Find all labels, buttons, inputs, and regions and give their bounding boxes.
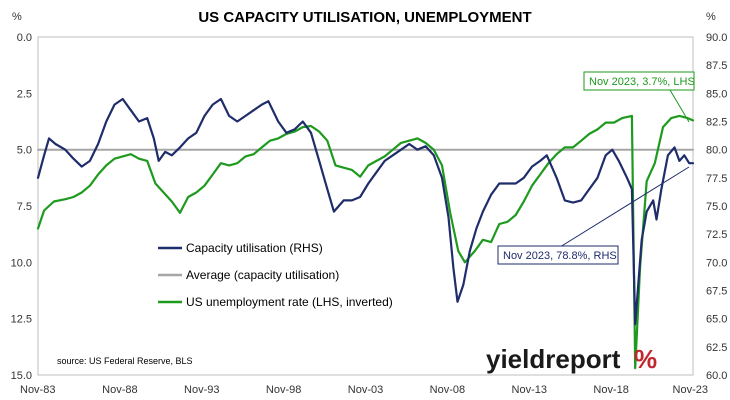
- right-tick-label: 65.0: [706, 314, 727, 326]
- annotation-box-capacity: [497, 245, 619, 265]
- annotation-text-capacity: Nov 2023, 78.8%, RHS: [503, 250, 617, 262]
- left-tick-label: 5.0: [17, 145, 32, 157]
- x-tick-label: Nov-08: [430, 384, 465, 396]
- right-tick-label: 82.5: [706, 117, 727, 129]
- x-tick-label: Nov-88: [102, 384, 137, 396]
- plot-frame: [37, 36, 694, 376]
- left-tick-label: 0.0: [17, 32, 32, 44]
- x-tick-label: Nov-93: [184, 384, 219, 396]
- x-tick-label: Nov-18: [593, 384, 628, 396]
- right-tick-label: 90.0: [706, 32, 727, 44]
- unemployment-rate-line: [36, 114, 695, 370]
- annotation-text-unemployment: Nov 2023, 3.7%, LHS: [589, 76, 695, 88]
- right-tick-label: 72.5: [706, 229, 727, 241]
- annotation-leader-unemployment: [669, 89, 690, 123]
- left-axis-unit: %: [12, 11, 22, 23]
- left-tick-label: 10.0: [11, 257, 32, 269]
- yieldreport-logo: yieldreport %: [486, 344, 657, 374]
- capacity-utilisation-line: [36, 97, 695, 326]
- right-tick-label: 77.5: [706, 173, 727, 185]
- legend-label-average: Average (capacity utilisation): [186, 268, 339, 282]
- x-tick-label: Nov-03: [348, 384, 383, 396]
- annotation-capacity: Nov 2023, 78.8%, RHS: [497, 166, 690, 265]
- x-tick-label: Nov-83: [20, 384, 55, 396]
- left-tick-label: 2.5: [17, 88, 32, 100]
- series-layer: [36, 97, 695, 370]
- annotation-unemployment: Nov 2023, 3.7%, LHS: [583, 71, 695, 123]
- right-tick-label: 87.5: [706, 60, 727, 72]
- annotation-leader-capacity: [559, 166, 690, 248]
- right-tick-label: 70.0: [706, 257, 727, 269]
- right-tick-label: 85.0: [706, 88, 727, 100]
- x-tick-label: Nov-98: [266, 384, 301, 396]
- right-tick-label: 60.0: [706, 370, 727, 382]
- legend-label-unemployment: US unemployment rate (LHS, inverted): [186, 295, 393, 309]
- logo-percent-symbol: %: [634, 344, 657, 374]
- left-tick-label: 12.5: [11, 314, 32, 326]
- right-tick-label: 62.5: [706, 342, 727, 354]
- logo-text: yieldreport: [486, 344, 621, 374]
- x-axis-ticks: Nov-83 Nov-88 Nov-93 Nov-98 Nov-03 Nov-08 Nov-…: [20, 384, 708, 396]
- left-tick-label: 15.0: [11, 370, 32, 382]
- right-tick-label: 67.5: [706, 286, 727, 298]
- left-tick-label: 7.5: [17, 201, 32, 213]
- legend-label-capacity: Capacity utilisation (RHS): [186, 241, 323, 255]
- chart-title: US CAPACITY UTILISATION, UNEMPLOYMENT: [198, 9, 531, 26]
- right-tick-label: 80.0: [706, 145, 727, 157]
- right-axis-unit: %: [706, 11, 716, 23]
- legend: Capacity utilisation (RHS) Average (capa…: [158, 241, 393, 309]
- source-note: source: US Federal Reserve, BLS: [57, 356, 193, 366]
- left-axis-ticks: 0.0 2.5 5.0 7.5 10.0 12.5 15.0: [11, 32, 32, 382]
- right-axis-ticks: 60.0 62.5 65.0 67.5 70.0 72.5 75.0 77.5 80.0 82.5…: [706, 32, 727, 382]
- x-tick-label: Nov-23: [673, 384, 708, 396]
- annotation-box-unemployment: [583, 71, 695, 91]
- right-tick-label: 75.0: [706, 201, 727, 213]
- x-tick-label: Nov-13: [512, 384, 547, 396]
